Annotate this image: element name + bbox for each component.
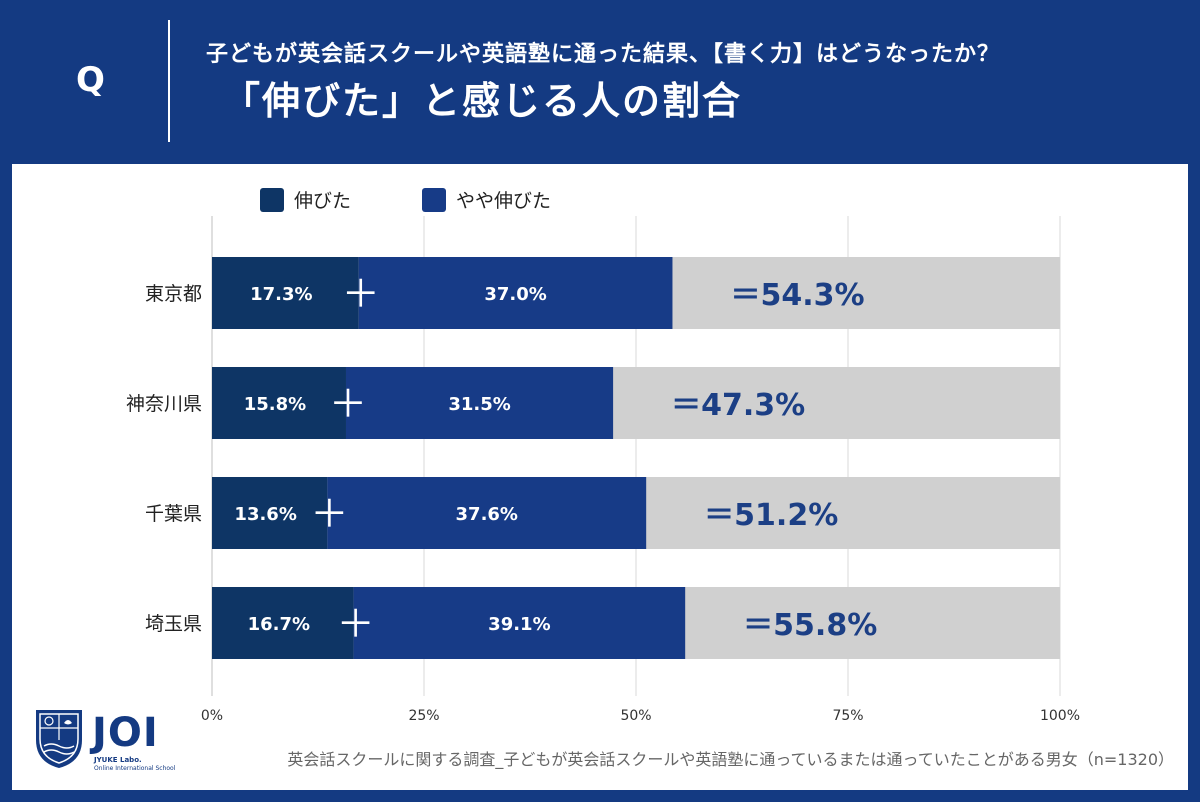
bar-series2-3 bbox=[353, 587, 686, 659]
plus-sign-2: ＋ bbox=[310, 492, 348, 536]
chart-subtitle: 子どもが英会話スクールや英語塾に通った結果、【書く力】はどうなったか？ bbox=[206, 42, 1001, 67]
legend-swatch-1 bbox=[422, 188, 446, 212]
x-tick-label-0: 0% bbox=[201, 708, 223, 724]
legend-label-0: 伸びた bbox=[294, 190, 351, 212]
plus-sign-1: ＋ bbox=[329, 382, 367, 426]
series2-label-0: 37.0% bbox=[484, 284, 546, 305]
category-label-0: 東京都 bbox=[145, 283, 202, 305]
series2-label-1: 31.5% bbox=[448, 394, 510, 415]
series1-label-1: 15.8% bbox=[244, 394, 306, 415]
chart-title: 「伸びた」と感じる人の割合 bbox=[222, 79, 743, 123]
legend-label-1: やや伸びた bbox=[456, 190, 551, 212]
series1-label-2: 13.6% bbox=[234, 504, 296, 525]
plus-sign-0: ＋ bbox=[342, 272, 380, 316]
total-label-0: ＝54.3% bbox=[730, 278, 864, 313]
x-tick-label-3: 75% bbox=[832, 708, 863, 724]
x-tick-label-2: 50% bbox=[620, 708, 651, 724]
series2-label-2: 37.6% bbox=[456, 504, 518, 525]
chart-panel: 東京都 17.3% 37.0% ＋ ＝54.3% 神奈川県 15.8% 31.5% ＋ ＝47.3… bbox=[12, 164, 1188, 790]
stacked-bar-chart: 東京都 17.3% 37.0% ＋ ＝54.3% 神奈川県 15.8% 31.5% ＋ ＝47.3… bbox=[126, 188, 1080, 724]
joi-shield-logo-icon bbox=[36, 710, 82, 768]
question-mark-label: Q bbox=[76, 60, 105, 100]
logo-wordmark: JOI bbox=[92, 710, 159, 756]
category-label-2: 千葉県 bbox=[145, 503, 202, 525]
bar-series1-1 bbox=[212, 367, 346, 439]
legend-swatch-0 bbox=[260, 188, 284, 212]
plus-sign-3: ＋ bbox=[337, 602, 375, 646]
x-tick-label-4: 100% bbox=[1040, 708, 1080, 724]
series1-label-3: 16.7% bbox=[248, 614, 310, 635]
bar-series1-2 bbox=[212, 477, 328, 549]
bar-series2-2 bbox=[327, 477, 647, 549]
total-label-3: ＝55.8% bbox=[743, 608, 877, 643]
category-label-3: 埼玉県 bbox=[145, 613, 202, 635]
total-label-1: ＝47.3% bbox=[671, 388, 805, 423]
bar-series1-3 bbox=[212, 587, 354, 659]
series2-label-3: 39.1% bbox=[488, 614, 550, 635]
header-divider bbox=[168, 20, 170, 142]
logo-subtitle-1: JYUKE Labo. bbox=[94, 756, 142, 764]
category-label-1: 神奈川県 bbox=[126, 393, 202, 415]
bar-series1-0 bbox=[212, 257, 359, 329]
bar-series2-0 bbox=[358, 257, 673, 329]
total-label-2: ＝51.2% bbox=[704, 498, 838, 533]
logo-subtitle-2: Online International School bbox=[94, 765, 176, 772]
series1-label-0: 17.3% bbox=[250, 284, 312, 305]
survey-footnote: 英会話スクールに関する調査_子どもが英会話スクールや英語塾に通っているまたは通っ… bbox=[287, 750, 1174, 769]
x-tick-label-1: 25% bbox=[408, 708, 439, 724]
bar-series2-1 bbox=[345, 367, 614, 439]
